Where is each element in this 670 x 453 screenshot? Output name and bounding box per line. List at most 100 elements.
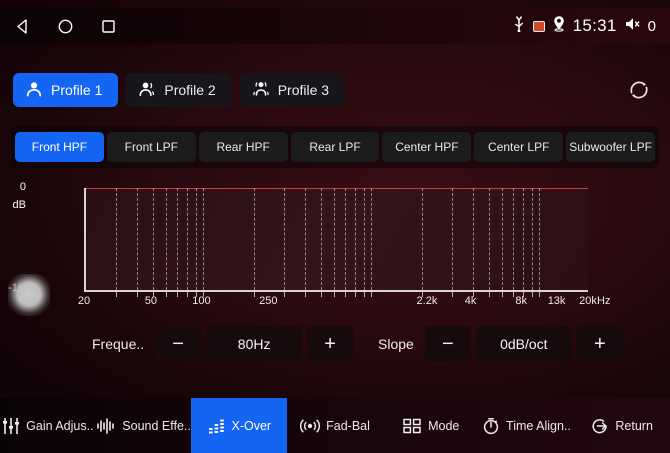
frequency-value[interactable]: 80Hz — [206, 326, 303, 362]
slope-increment-button[interactable]: + — [576, 326, 623, 362]
axis-tick — [531, 292, 533, 297]
filter-tab-bar: Front HPF Front LPF Rear HPF Rear LPF Ce… — [11, 126, 659, 168]
axis-tick — [195, 292, 197, 297]
slope-label: Slope — [378, 336, 414, 352]
filter-tab-rear-lpf[interactable]: Rear LPF — [290, 132, 380, 162]
crossover-response-plot[interactable] — [84, 188, 588, 297]
x-axis-tick-label: 4k — [464, 295, 477, 307]
profile-tab-3[interactable]: Profile 3 — [239, 73, 346, 107]
grid-line — [166, 188, 168, 290]
grid-line — [355, 188, 357, 290]
profile-tab-1[interactable]: Profile 1 — [13, 73, 119, 107]
nav-item-gain-adjust-label: Gain Adjus.. — [26, 418, 94, 433]
axis-tick — [203, 292, 205, 297]
axis-tick — [523, 292, 525, 297]
nav-item-x-over[interactable]: X-Over — [191, 398, 288, 453]
frequency-increment-button[interactable]: + — [307, 326, 354, 362]
grid-line — [513, 188, 515, 290]
grid-line — [488, 188, 490, 290]
nav-item-fad-bal[interactable]: Fad-Bal — [287, 398, 383, 453]
parameter-controls: Freque.. − 80Hz + Slope − 0dB/oct + — [0, 322, 670, 366]
x-axis-tick-label: 20k — [579, 295, 597, 307]
volume-mute-icon[interactable] — [624, 16, 641, 37]
grid-line — [472, 188, 474, 290]
slope-value[interactable]: 0dB/oct — [475, 326, 572, 362]
rotary-knob-icon[interactable] — [8, 274, 50, 316]
filter-tab-front-lpf[interactable]: Front LPF — [106, 132, 196, 162]
grid-line — [345, 188, 347, 290]
recents-square-icon[interactable] — [100, 18, 117, 35]
axis-tick — [283, 292, 285, 297]
frequency-decrement-button[interactable]: − — [155, 326, 202, 362]
axis-tick — [513, 292, 515, 297]
home-circle-icon[interactable] — [57, 18, 74, 35]
profile-tab-3-label: Profile 3 — [277, 82, 330, 98]
filter-tab-subwoofer-lpf[interactable]: Subwoofer LPF — [566, 132, 656, 162]
y-axis-unit: dB — [12, 199, 26, 211]
axis-tick — [304, 292, 306, 297]
axis-tick — [166, 292, 168, 297]
refresh-icon[interactable] — [624, 75, 654, 105]
bars-icon — [208, 417, 226, 435]
grid-line — [320, 188, 322, 290]
equalizer-sliders-icon — [2, 417, 20, 435]
nav-item-gain-adjust[interactable]: Gain Adjus.. — [0, 398, 96, 453]
axis-tick — [451, 292, 453, 297]
grid-line — [422, 188, 423, 290]
axis-tick — [422, 292, 423, 297]
grid-line — [502, 188, 504, 290]
grid-line — [371, 188, 373, 290]
axis-tick — [539, 292, 541, 297]
nav-item-return[interactable]: Return — [574, 398, 670, 453]
grid-line — [136, 188, 138, 290]
axis-tick — [254, 292, 255, 297]
profile-tab-2[interactable]: Profile 2 — [126, 73, 232, 107]
x-axis-tick-label: 2.2k — [416, 295, 438, 307]
y-axis-tick-0: 0 — [19, 181, 26, 193]
frequency-control-group: Freque.. − 80Hz + — [92, 322, 354, 366]
axis-tick — [488, 292, 490, 297]
three-people-icon — [252, 80, 270, 101]
axis-tick — [502, 292, 504, 297]
person-icon — [25, 80, 43, 101]
slope-decrement-button[interactable]: − — [424, 326, 471, 362]
x-axis-tick-label: 250 — [259, 295, 278, 307]
x-axis-tick-label: 13k — [547, 295, 566, 307]
stopwatch-icon — [482, 417, 500, 435]
radar-icon — [300, 417, 321, 435]
nav-item-sound-effect[interactable]: Sound Effe.. — [96, 398, 192, 453]
axis-tick — [115, 292, 117, 297]
x-axis-unit: Hz — [597, 295, 611, 307]
profile-tab-1-label: Profile 1 — [51, 82, 103, 98]
axis-tick — [345, 292, 347, 297]
filter-tab-front-hpf[interactable]: Front HPF — [15, 132, 104, 162]
axis-tick — [334, 292, 336, 297]
nav-item-x-over-label: X-Over — [231, 418, 272, 433]
grid-line — [115, 188, 117, 290]
usb-icon — [512, 15, 526, 37]
grid-line — [531, 188, 533, 290]
grid-line — [363, 188, 365, 290]
filter-tab-rear-hpf[interactable]: Rear HPF — [198, 132, 288, 162]
axis-tick — [177, 292, 179, 297]
profile-tab-row: Profile 1 Profile 2 — [0, 68, 670, 112]
grid-line — [177, 188, 179, 290]
grid-line — [203, 188, 205, 290]
grid-squares-icon — [402, 417, 422, 435]
grid-line — [334, 188, 336, 290]
status-bar: 15:31 0 — [0, 8, 670, 44]
filter-tab-center-lpf[interactable]: Center LPF — [474, 132, 564, 162]
nav-item-time-align[interactable]: Time Align.. — [479, 398, 575, 453]
grid-line — [195, 188, 197, 290]
frequency-label: Freque.. — [92, 336, 145, 352]
nav-item-return-label: Return — [615, 418, 653, 433]
back-triangle-icon[interactable] — [14, 18, 31, 35]
filter-tab-center-hpf[interactable]: Center HPF — [382, 132, 472, 162]
grid-line — [304, 188, 306, 290]
grid-line — [254, 188, 255, 290]
nav-item-time-align-label: Time Align.. — [506, 418, 571, 433]
grid-line — [523, 188, 525, 290]
nav-item-mode[interactable]: Mode — [383, 398, 479, 453]
axis-tick — [363, 292, 365, 297]
